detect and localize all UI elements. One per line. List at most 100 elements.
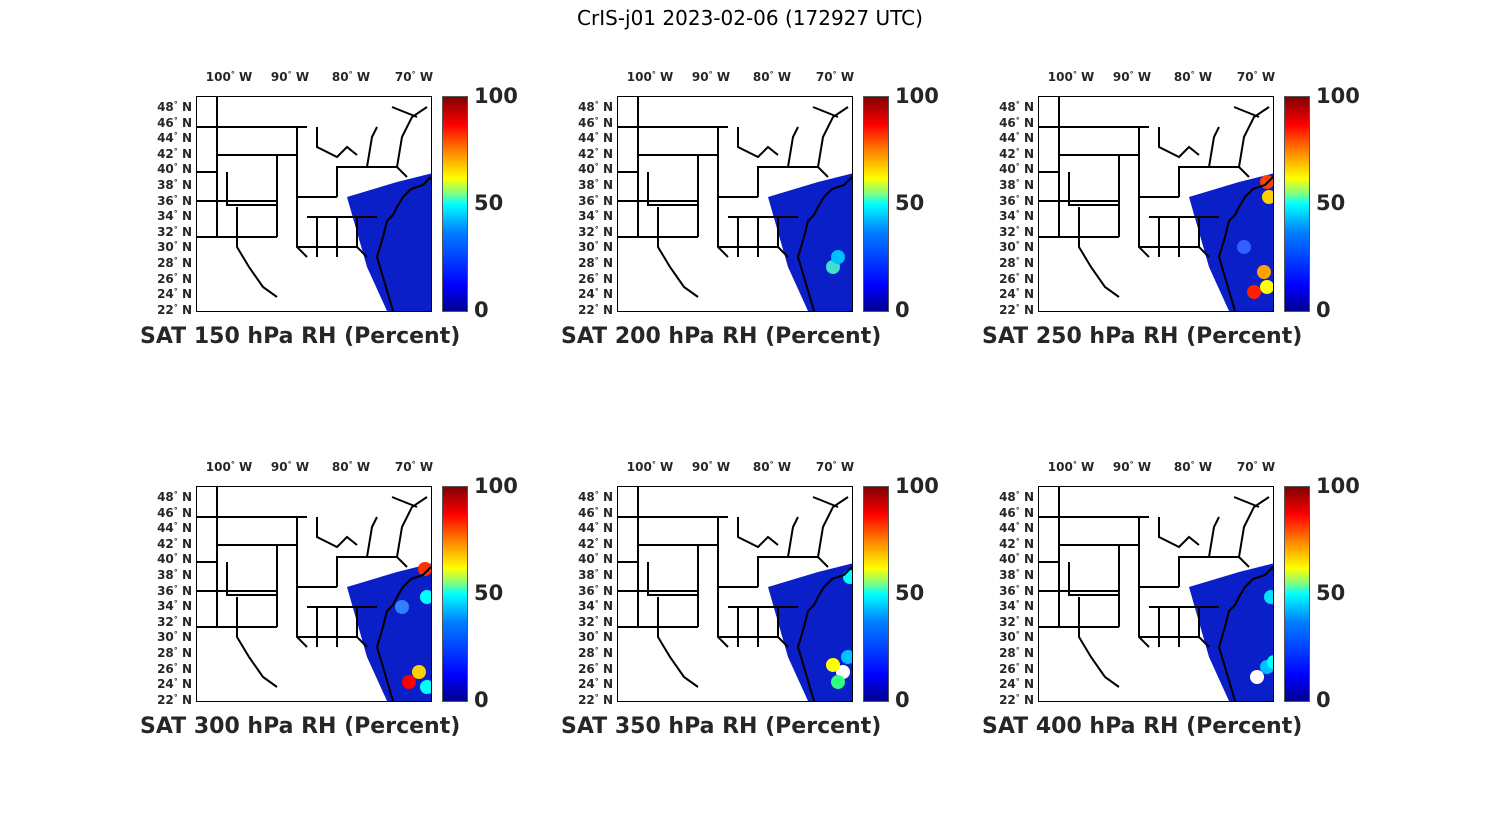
- lat-suffix: N: [1023, 583, 1034, 598]
- lon-suffix: W: [1261, 70, 1276, 84]
- lon-value: 80: [331, 70, 349, 84]
- state-boundary: [778, 556, 829, 568]
- lon-value: 100: [1047, 70, 1073, 84]
- lat-suffix: N: [1023, 240, 1034, 255]
- lat-value: 28: [157, 646, 174, 660]
- state-boundary: [1238, 496, 1270, 558]
- lat-suffix: N: [602, 100, 613, 114]
- state-boundary: [357, 556, 408, 568]
- lat-value: 26: [578, 661, 595, 676]
- lat-value: 24: [578, 677, 595, 692]
- state-boundary: [647, 562, 698, 596]
- state-boundary: [356, 607, 368, 648]
- rh-hotspot: [826, 658, 840, 672]
- map-panel-150: 100° W 90° W 80° W 70° W 48° N 46° N 44° N 42° …: [140, 70, 518, 370]
- lon-tick-label: 90° W: [691, 70, 731, 84]
- lon-suffix: W: [295, 460, 310, 474]
- lat-value: 42: [578, 536, 595, 551]
- lat-value: 36: [999, 193, 1016, 208]
- lat-suffix: N: [1023, 256, 1034, 270]
- lat-value: 38: [578, 178, 595, 192]
- lat-tick-label: 30° N: [999, 240, 1034, 255]
- colorbar-tick-label: 0: [1316, 298, 1331, 322]
- lon-suffix: W: [660, 460, 674, 474]
- lon-tick-label: 80° W: [331, 460, 371, 474]
- rh-hotspot: [1267, 655, 1273, 669]
- lat-value: 30: [578, 240, 595, 255]
- state-boundary: [316, 127, 358, 159]
- lat-suffix: N: [1023, 178, 1034, 192]
- map-area: [196, 486, 432, 702]
- lat-tick-label: 46° N: [999, 505, 1034, 520]
- lon-tick-label: 90° W: [1112, 70, 1152, 84]
- lat-suffix: N: [1023, 193, 1034, 208]
- lat-tick-label: 32° N: [578, 614, 613, 629]
- colorbar: [863, 486, 889, 702]
- rh-hotspot: [1262, 190, 1273, 204]
- rh-hotspot: [1237, 240, 1251, 254]
- map-area: [617, 486, 853, 702]
- lat-value: 44: [157, 131, 174, 146]
- lat-suffix: N: [602, 131, 613, 146]
- lat-tick-label: 26° N: [999, 271, 1034, 286]
- lat-tick-label: 44° N: [999, 521, 1034, 536]
- lat-suffix: N: [1023, 521, 1034, 536]
- state-boundary: [717, 517, 729, 648]
- lon-tick-label: 100° W: [626, 70, 674, 84]
- lat-value: 22: [999, 692, 1016, 707]
- lat-value: 34: [157, 599, 174, 614]
- lat-suffix: N: [602, 630, 613, 645]
- state-boundary: [1199, 556, 1250, 568]
- lon-value: 90: [691, 70, 709, 84]
- state-boundary: [657, 597, 699, 688]
- colorbar-tick-label: 50: [474, 191, 504, 215]
- map-panel-400: 100° W 90° W 80° W 70° W 48° N 46° N 44° N 42° …: [982, 460, 1360, 760]
- panel-title: SAT 350 hPa RH (Percent): [561, 714, 882, 739]
- lon-tick-label: 80° W: [752, 460, 792, 474]
- panel-title: SAT 400 hPa RH (Percent): [982, 714, 1303, 739]
- lat-suffix: N: [1023, 677, 1034, 692]
- state-boundary: [1078, 207, 1120, 298]
- figure-title: CrIS-j01 2023-02-06 (172927 UTC): [577, 6, 923, 30]
- lat-value: 26: [999, 661, 1016, 676]
- lat-tick-label: 42° N: [578, 146, 613, 161]
- lat-suffix: N: [602, 178, 613, 192]
- lat-value: 22: [157, 692, 174, 707]
- lat-tick-label: 40° N: [157, 552, 192, 567]
- lat-tick-label: 36° N: [578, 193, 613, 208]
- lon-suffix: W: [1137, 70, 1152, 84]
- lat-tick-label: 30° N: [157, 240, 192, 255]
- state-boundary: [396, 106, 428, 168]
- lat-suffix: N: [602, 583, 613, 598]
- state-boundary: [366, 126, 378, 168]
- lat-tick-label: 46° N: [157, 115, 192, 130]
- lon-value: 100: [205, 460, 231, 474]
- lat-suffix: N: [181, 677, 192, 692]
- rh-swath: [1189, 563, 1273, 701]
- rh-hotspot: [420, 680, 431, 694]
- lat-tick-label: 38° N: [578, 178, 613, 192]
- lon-suffix: W: [419, 460, 434, 474]
- lat-tick-label: 22° N: [157, 302, 192, 317]
- lon-value: 70: [394, 460, 412, 474]
- state-boundary: [1158, 517, 1200, 549]
- colorbar-tick-label: 100: [1316, 474, 1360, 498]
- state-boundary: [717, 127, 729, 258]
- lat-value: 32: [157, 614, 174, 629]
- lat-suffix: N: [602, 536, 613, 551]
- lat-tick-label: 42° N: [157, 536, 192, 551]
- lon-suffix: W: [777, 70, 792, 84]
- state-boundary: [336, 556, 357, 587]
- lat-value: 22: [578, 692, 595, 707]
- lon-value: 70: [394, 70, 412, 84]
- lon-tick-label: 100° W: [626, 460, 674, 474]
- lat-tick-label: 28° N: [578, 646, 613, 660]
- lat-tick-label: 26° N: [578, 661, 613, 676]
- lat-tick-label: 46° N: [578, 505, 613, 520]
- state-boundary: [366, 516, 378, 558]
- lat-suffix: N: [1023, 646, 1034, 660]
- lat-tick-label: 22° N: [999, 302, 1034, 317]
- state-boundary: [1199, 166, 1250, 178]
- map-area: [1038, 486, 1274, 702]
- lat-tick-label: 30° N: [157, 630, 192, 645]
